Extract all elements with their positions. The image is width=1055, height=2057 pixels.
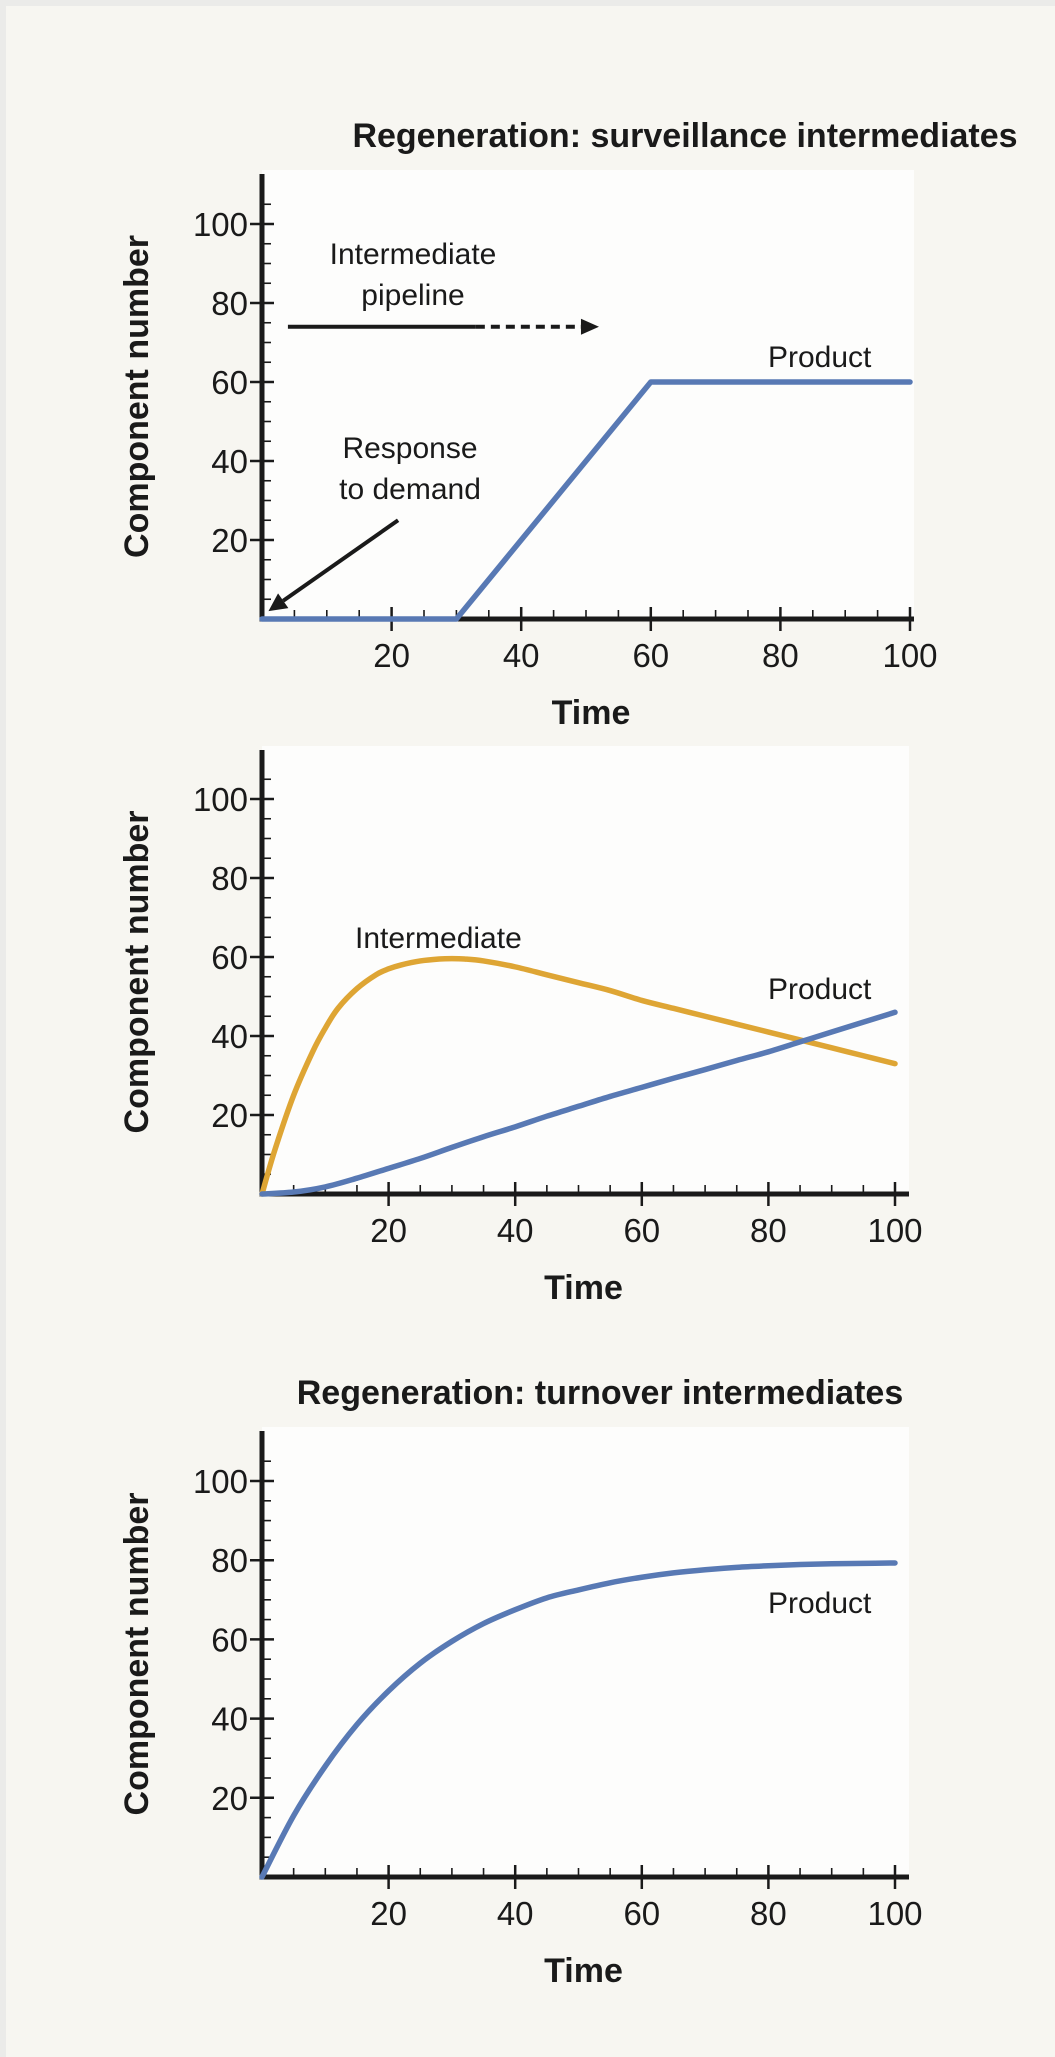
series-label-product: Product: [768, 973, 872, 1006]
figure-canvas: Regeneration: surveillance intermediates…: [118, 117, 1018, 1990]
x-axis-ticks: 20 40 60 80 100: [373, 607, 938, 674]
y-axis-label: Component number: [118, 1493, 156, 1816]
series-line-product: [259, 1009, 898, 1197]
annotation-demand-line1: Response: [342, 432, 477, 465]
y-tick-label: 60: [211, 364, 248, 401]
y-axis-ticks: 20 40 60 80 100: [193, 206, 274, 559]
plot-area: [262, 1427, 909, 1877]
x-axis-ticks: 20 40 60 80 100: [370, 1865, 923, 1932]
y-axis-label: Component number: [118, 235, 156, 558]
series-line-product: [259, 379, 913, 622]
x-tick-label: 40: [503, 637, 540, 674]
x-tick-label: 80: [762, 637, 799, 674]
y-axis-label: Component number: [118, 811, 156, 1134]
x-tick-label: 100: [867, 1895, 922, 1932]
x-tick-label: 40: [497, 1212, 534, 1249]
x-tick-label: 80: [750, 1895, 787, 1932]
y-tick-label: 20: [211, 1097, 248, 1134]
x-axis-label: Time: [544, 1269, 623, 1307]
y-tick-label: 40: [211, 443, 248, 480]
annotations: Intermediate pipeline Response to demand: [268, 238, 599, 612]
y-tick-label: 100: [193, 206, 248, 243]
y-tick-label: 100: [193, 781, 248, 818]
y-tick-label: 20: [211, 522, 248, 559]
y-tick-label: 20: [211, 1780, 248, 1817]
x-axis-label: Time: [544, 1952, 623, 1990]
chart-1: Regeneration: surveillance intermediates…: [118, 117, 1018, 732]
plot-area: [262, 746, 909, 1194]
annotation-pipeline-line2: pipeline: [361, 279, 464, 312]
y-tick-label: 80: [211, 1542, 248, 1579]
series-label-product: Product: [768, 341, 872, 374]
x-tick-label: 20: [370, 1212, 407, 1249]
annotation-pipeline-line1: Intermediate: [330, 238, 497, 271]
y-tick-label: 100: [193, 1463, 248, 1500]
figure: Regeneration: surveillance intermediates…: [6, 6, 1055, 2057]
plot-area: [262, 170, 914, 619]
x-tick-label: 40: [497, 1895, 534, 1932]
chart-2: 20 40 60 80 100 20 40 60 80 100 Time Component numb…: [118, 746, 923, 1307]
x-tick-label: 100: [867, 1212, 922, 1249]
demand-arrowhead: [268, 593, 289, 612]
y-axis-ticks: 20 40 60 80 100: [193, 1463, 274, 1817]
x-tick-label: 60: [632, 637, 669, 674]
series-line-product: [259, 1560, 898, 1880]
series-label-intermediate: Intermediate: [355, 922, 522, 955]
y-tick-label: 80: [211, 285, 248, 322]
y-axis-ticks: 20 40 60 80 100: [193, 781, 274, 1134]
chart-3: Regeneration: turnover intermediates 20 40…: [118, 1374, 923, 1990]
annotation-demand-line2: to demand: [339, 473, 481, 506]
x-tick-label: 80: [750, 1212, 787, 1249]
series-label-product: Product: [768, 1587, 872, 1620]
demand-arrow-shaft: [282, 518, 400, 603]
x-axis-ticks: 20 40 60 80 100: [370, 1182, 923, 1249]
y-tick-label: 40: [211, 1701, 248, 1738]
pipeline-arrowhead: [580, 318, 599, 335]
y-tick-label: 80: [211, 860, 248, 897]
x-axis-label: Time: [552, 694, 631, 732]
series-line-intermediate: [259, 955, 898, 1197]
x-tick-label: 20: [373, 637, 410, 674]
y-tick-label: 60: [211, 1621, 248, 1658]
x-tick-label: 60: [623, 1895, 660, 1932]
chart-title: Regeneration: turnover intermediates: [297, 1374, 903, 1412]
y-tick-label: 40: [211, 1018, 248, 1055]
x-tick-label: 20: [370, 1895, 407, 1932]
chart-title: Regeneration: surveillance intermediates: [352, 117, 1017, 155]
x-tick-label: 100: [882, 637, 937, 674]
x-tick-label: 60: [623, 1212, 660, 1249]
y-tick-label: 60: [211, 939, 248, 976]
